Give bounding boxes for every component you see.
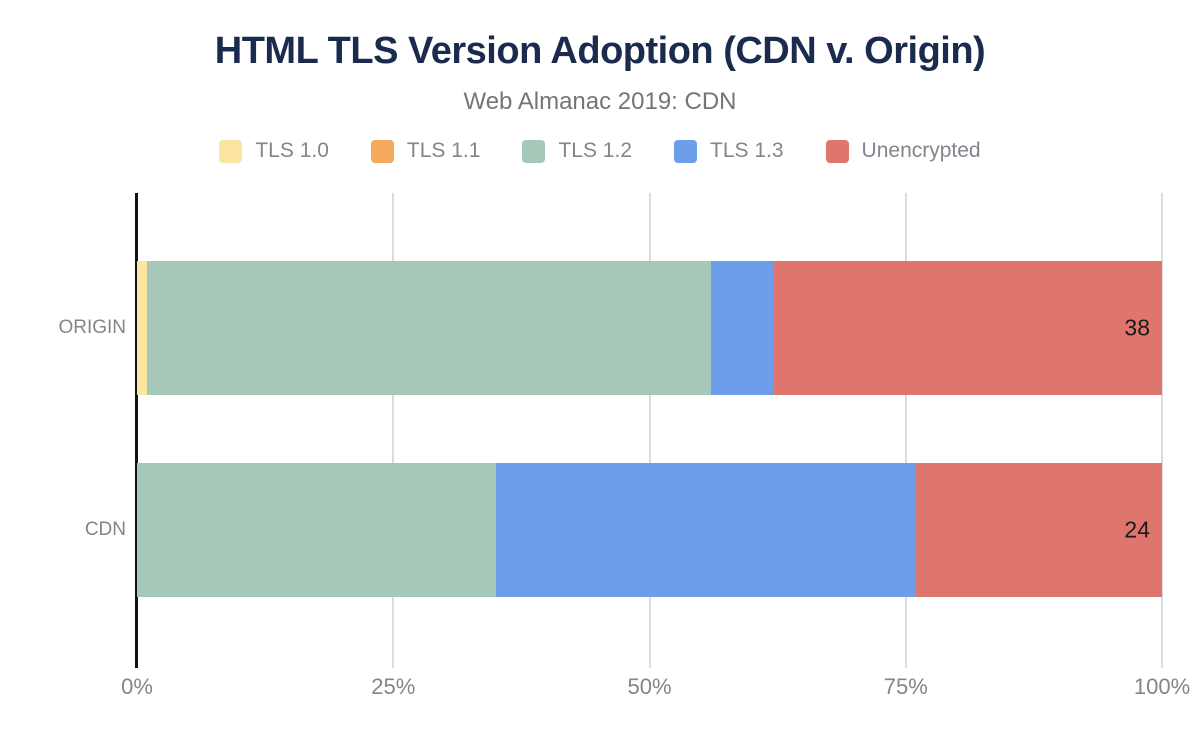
gridline-75 [904,193,907,668]
legend-label: Unencrypted [861,139,981,162]
data-label-cdn: 24 [1124,516,1150,543]
bar-segment-cdn-unencrypted: 24 [916,463,1162,597]
bar-segment-cdn-tls-1-3 [495,463,916,597]
x-tick-label-100: 100% [1133,674,1191,699]
x-tick-label-75: 75% [883,674,928,699]
legend-item-tls-1-2: TLS 1.2 [522,139,632,163]
bar-segment-origin-unencrypted: 38 [772,261,1162,395]
chart-subtitle: Web Almanac 2019: CDN [463,88,737,115]
legend-label: TLS 1.0 [255,139,329,162]
legend-label: TLS 1.2 [558,139,632,162]
legend-item-tls-1-3: TLS 1.3 [674,139,784,163]
bar-cdn: CDN 24 [85,463,1162,597]
data-label-origin: 38 [1124,314,1150,341]
gridline-50 [648,193,651,668]
chart-title: HTML TLS Version Adoption (CDN v. Origin… [214,30,986,72]
category-label-origin: ORIGIN [58,317,126,338]
legend-swatch-unencrypted [825,139,849,163]
legend-swatch-tls-1-2 [522,139,546,163]
x-tick-label-50: 50% [627,674,672,699]
legend-label: TLS 1.1 [406,139,481,162]
bar-origin: ORIGIN 38 [58,261,1162,395]
gridline-100 [1161,193,1163,668]
legend-label: TLS 1.3 [710,139,784,162]
bar-segment-origin-tls-1-0 [137,261,148,395]
y-axis-line [135,193,138,668]
gridline-25 [392,193,395,668]
legend-swatch-tls-1-3 [674,139,697,163]
legend-item-unencrypted: Unencrypted [825,139,981,163]
category-label-cdn: CDN [84,519,126,540]
legend-item-tls-1-0: TLS 1.0 [219,139,329,163]
legend-swatch-tls-1-1 [370,139,394,163]
bar-segment-origin-tls-1-2 [147,261,711,395]
legend-swatch-tls-1-0 [219,139,243,163]
x-tick-label-0: 0% [121,674,153,699]
bar-segment-origin-tls-1-3 [711,261,773,395]
legend-item-tls-1-1: TLS 1.1 [370,139,481,163]
legend: TLS 1.0 TLS 1.1 TLS 1.2 TLS 1.3 Unencrypted [0,139,1200,163]
bar-segment-cdn-tls-1-2 [137,463,496,597]
plot-area: ORIGIN 38 CDN 24 0% 25% 50% 75% 100% [58,193,1190,699]
x-tick-label-25: 25% [371,674,416,699]
